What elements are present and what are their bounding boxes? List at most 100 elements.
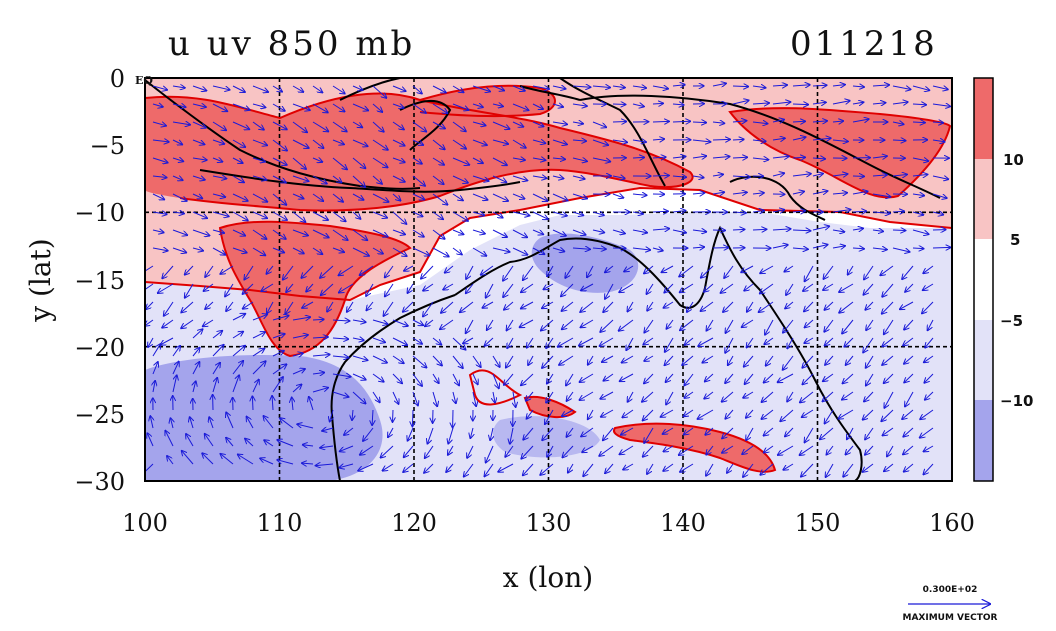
wind-vector bbox=[541, 319, 554, 331]
wind-vector bbox=[572, 229, 586, 235]
wind-vector bbox=[232, 361, 243, 375]
wind-vector bbox=[792, 192, 804, 195]
wind-vector bbox=[152, 176, 167, 178]
wind-vector bbox=[445, 265, 454, 273]
wind-vector bbox=[572, 176, 585, 179]
wind-vector bbox=[520, 319, 534, 327]
wind-vector bbox=[832, 246, 845, 248]
wind-vector bbox=[332, 157, 347, 169]
wind-vector bbox=[778, 373, 794, 382]
wind-vector bbox=[285, 301, 294, 314]
wind-vector bbox=[892, 122, 904, 124]
wind-vector bbox=[523, 463, 534, 475]
wind-vector bbox=[360, 445, 374, 455]
map-title: u uv 850 mb bbox=[168, 24, 416, 64]
wind-vector bbox=[572, 140, 586, 141]
wind-vector bbox=[472, 85, 490, 92]
wind-vector bbox=[832, 230, 844, 232]
wind-vector bbox=[172, 139, 182, 145]
wind-vector bbox=[872, 85, 889, 86]
wind-vector bbox=[732, 86, 748, 87]
wind-vector bbox=[225, 283, 234, 296]
wind-vector bbox=[526, 391, 534, 401]
wind-vector bbox=[192, 85, 206, 91]
wind-vector bbox=[472, 175, 489, 181]
wind-vector bbox=[644, 319, 654, 333]
wind-vector bbox=[372, 355, 387, 363]
wind-vector bbox=[804, 337, 814, 343]
wind-vector bbox=[642, 391, 654, 402]
wind-vector bbox=[372, 247, 383, 254]
wind-vector bbox=[865, 301, 874, 310]
wind-vector bbox=[424, 463, 434, 473]
wind-vector bbox=[924, 463, 934, 474]
wind-vector bbox=[472, 139, 487, 145]
wind-vector bbox=[725, 337, 734, 353]
wind-vector bbox=[252, 104, 265, 107]
wind-vector bbox=[732, 121, 746, 122]
wind-vector bbox=[701, 301, 714, 311]
wind-vector bbox=[547, 445, 554, 457]
wind-vector bbox=[546, 337, 554, 348]
wind-vector bbox=[252, 85, 268, 92]
wind-vector bbox=[432, 229, 445, 239]
wind-vector bbox=[759, 301, 774, 312]
wind-vector bbox=[512, 229, 527, 237]
wind-vector bbox=[412, 373, 422, 386]
wind-vector bbox=[392, 157, 405, 162]
wind-vector bbox=[408, 283, 414, 293]
wind-vector bbox=[732, 139, 744, 140]
wind-vector bbox=[392, 121, 404, 129]
wind-vector bbox=[504, 373, 514, 385]
wind-vector bbox=[332, 175, 342, 183]
wind-vector bbox=[652, 211, 668, 212]
wind-vector bbox=[532, 247, 544, 254]
colorbar-label: 5 bbox=[1010, 231, 1020, 249]
wind-vector bbox=[312, 211, 328, 220]
wind-vector bbox=[421, 265, 434, 279]
wind-vector bbox=[260, 458, 274, 465]
wind-vector bbox=[932, 193, 947, 198]
wind-vector bbox=[158, 283, 174, 293]
wind-vector bbox=[272, 364, 286, 375]
wind-vector bbox=[312, 247, 322, 254]
wind-vector bbox=[752, 193, 764, 194]
wind-vector bbox=[744, 355, 754, 367]
strong-positive-plume bbox=[220, 221, 410, 356]
wind-vector bbox=[684, 427, 694, 435]
wind-vector bbox=[844, 337, 854, 347]
wind-vector bbox=[316, 464, 334, 466]
wind-vector bbox=[920, 427, 934, 438]
wind-vector bbox=[652, 176, 669, 177]
wind-vector bbox=[352, 157, 365, 168]
wind-vector bbox=[588, 409, 594, 419]
wind-vector bbox=[212, 194, 225, 197]
wind-vector bbox=[292, 157, 306, 169]
wind-vector bbox=[267, 265, 274, 274]
wind-vector bbox=[185, 265, 194, 275]
wind-vector bbox=[292, 193, 304, 199]
wind-vector bbox=[839, 409, 854, 419]
wind-vector bbox=[619, 283, 634, 292]
wind-vector bbox=[172, 86, 185, 88]
wind-vector bbox=[792, 85, 810, 86]
wind-vector bbox=[185, 283, 194, 298]
wind-vector bbox=[887, 445, 894, 456]
wind-vector bbox=[292, 175, 308, 181]
wind-vector bbox=[181, 301, 194, 312]
wind-vector bbox=[388, 427, 394, 437]
wind-vector bbox=[372, 229, 388, 237]
wind-vector bbox=[628, 301, 634, 311]
wind-vector bbox=[792, 211, 805, 212]
wind-vector bbox=[924, 355, 934, 362]
wind-vector bbox=[527, 409, 534, 419]
wind-vector bbox=[392, 139, 405, 146]
wind-vector bbox=[264, 416, 274, 429]
wind-vector bbox=[801, 463, 814, 477]
wind-vector bbox=[232, 193, 248, 201]
wind-vector bbox=[332, 103, 345, 112]
colorbar-label: −10 bbox=[1000, 392, 1033, 410]
wind-vector bbox=[428, 427, 434, 444]
wind-vector bbox=[252, 332, 265, 339]
wind-vector bbox=[448, 427, 454, 444]
